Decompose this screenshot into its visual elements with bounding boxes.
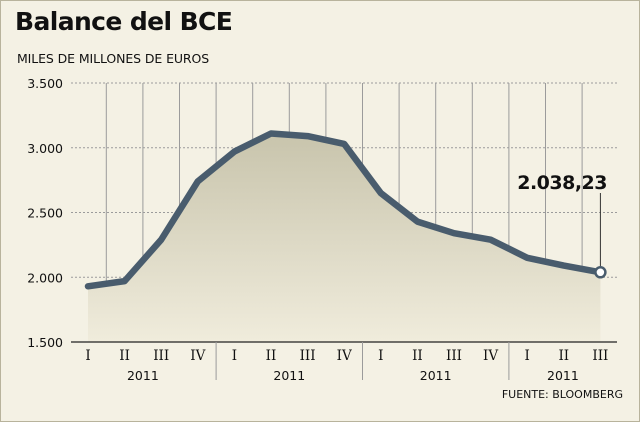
y-tick-label: 1.500 [27,335,63,350]
year-label: 2011 [420,368,452,383]
chart-subtitle: MILES DE MILLONES DE EUROS [17,51,210,66]
source-note: FUENTE: BLOOMBERG [501,388,623,401]
x-tick-label: I [525,348,530,364]
area-fill-group [88,133,601,342]
x-tick-label: III [300,348,316,364]
series-line-group [84,130,604,290]
endpoint-marker [594,266,607,279]
x-tick-label: II [412,348,423,364]
year-label: 2011 [547,368,579,383]
x-tick-label: III [153,348,169,364]
y-tick-label: 3.000 [27,141,63,156]
annotations: 2.038,23 [517,172,608,279]
series-line [84,130,604,290]
x-tick-label: IV [337,348,352,364]
x-tick-label: IV [190,348,205,364]
value-label: 2.038,23 [517,172,607,194]
x-tick-label: III [446,348,462,364]
year-label: 2011 [273,368,305,383]
x-tick-label: I [232,348,237,364]
y-tick-label: 2.500 [27,206,63,221]
x-tick-label: III [592,348,608,364]
x-tick-label: II [119,348,130,364]
y-tick-label: 2.000 [27,270,63,285]
x-tick-label: II [558,348,569,364]
y-tick-label: 3.500 [27,76,63,91]
x-tick-label: I [85,348,90,364]
year-label: 2011 [127,368,159,383]
x-tick-label: I [378,348,383,364]
axes [71,341,617,380]
x-tick-label: IV [483,348,498,364]
chart-title: Balance del BCE [15,7,233,36]
area-fill [88,133,601,342]
x-tick-label: II [266,348,277,364]
